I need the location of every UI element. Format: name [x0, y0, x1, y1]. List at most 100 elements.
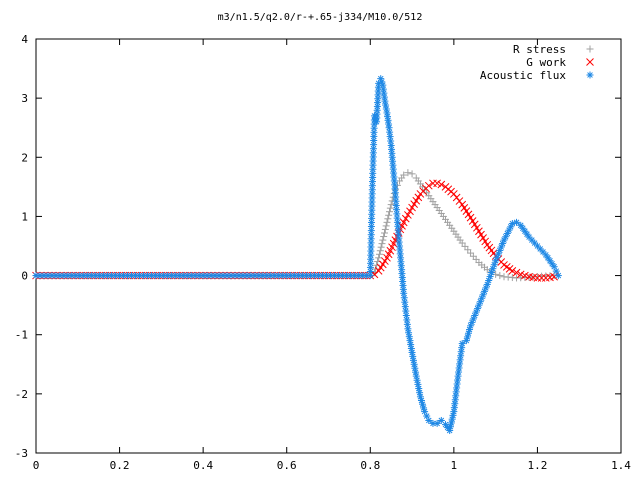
data-point — [377, 243, 385, 251]
data-point — [387, 137, 395, 145]
series-g-work — [32, 179, 558, 282]
data-point — [135, 272, 143, 280]
y-tick-label: 4 — [21, 33, 28, 46]
data-point — [400, 294, 408, 302]
data-point — [416, 389, 424, 397]
data-point — [404, 211, 412, 219]
data-point — [319, 272, 327, 280]
data-point — [402, 311, 410, 319]
y-tick-label: -3 — [15, 447, 28, 460]
data-point — [401, 303, 409, 311]
data-point — [369, 169, 377, 177]
series-acoustic-flux — [32, 75, 562, 435]
data-point — [279, 272, 287, 280]
data-point — [223, 272, 231, 280]
data-point — [410, 200, 419, 209]
data-point — [183, 272, 191, 280]
data-point — [425, 416, 433, 424]
data-point — [554, 272, 562, 280]
data-point — [219, 272, 227, 280]
data-point — [450, 190, 458, 198]
data-point — [455, 197, 464, 205]
data-point — [386, 204, 394, 212]
data-point — [400, 289, 408, 297]
data-point — [370, 132, 378, 140]
data-point — [72, 272, 80, 280]
data-point — [508, 266, 517, 275]
data-point — [463, 333, 471, 341]
y-tick-label: -1 — [15, 329, 28, 342]
data-point — [378, 240, 386, 248]
data-point — [386, 208, 394, 216]
legend-label: G work — [526, 56, 566, 69]
data-point — [401, 298, 409, 306]
data-point — [512, 268, 521, 277]
data-point — [380, 229, 388, 237]
data-point — [412, 196, 421, 205]
legend-label: R stress — [513, 43, 566, 56]
y-tick-label: 3 — [21, 92, 28, 105]
data-point — [367, 223, 375, 231]
data-point — [380, 89, 388, 97]
data-point — [468, 217, 477, 225]
data-point — [479, 234, 487, 242]
data-point — [399, 218, 408, 227]
data-point — [466, 213, 475, 222]
data-point — [402, 307, 410, 315]
data-point — [409, 356, 417, 364]
data-point — [391, 185, 399, 193]
data-point — [385, 211, 393, 219]
data-point — [409, 352, 417, 360]
data-point — [338, 272, 346, 280]
data-point — [481, 237, 490, 246]
data-point — [403, 316, 411, 324]
y-tick-label: -2 — [15, 388, 28, 401]
y-tick-label: 2 — [21, 151, 28, 164]
x-tick-label: 0 — [33, 459, 40, 472]
data-point — [76, 272, 84, 280]
data-point — [247, 272, 255, 280]
data-point — [368, 178, 376, 186]
legend-marker — [586, 58, 594, 66]
data-point — [413, 376, 421, 384]
data-point — [52, 272, 60, 280]
data-point — [412, 372, 420, 380]
data-point — [483, 266, 491, 274]
data-point — [386, 128, 394, 136]
data-point — [457, 348, 465, 356]
data-point — [408, 170, 416, 178]
data-point — [383, 218, 391, 226]
data-point — [496, 272, 504, 280]
data-point — [334, 272, 342, 280]
data-point — [477, 230, 485, 239]
x-tick-label: 0.6 — [277, 459, 297, 472]
data-point — [104, 272, 112, 280]
data-point — [56, 272, 64, 280]
data-point — [251, 272, 259, 280]
data-point — [171, 272, 179, 280]
data-point — [372, 265, 380, 273]
data-point — [375, 250, 383, 258]
x-tick-label: 1.2 — [527, 459, 547, 472]
plot-area-frame — [35, 38, 622, 454]
data-point — [407, 341, 415, 349]
x-tick-label: 0.8 — [360, 459, 380, 472]
data-point — [458, 340, 466, 348]
data-point — [415, 385, 423, 393]
data-point — [414, 193, 423, 202]
data-point — [323, 272, 331, 280]
data-point — [147, 272, 155, 280]
data-point — [368, 202, 376, 210]
data-point — [508, 220, 516, 228]
data-point — [386, 133, 394, 141]
data-point — [385, 124, 393, 132]
data-point — [380, 233, 388, 241]
data-point — [433, 419, 441, 427]
data-point — [379, 236, 387, 244]
data-point — [368, 206, 376, 214]
x-tick-label: 0.2 — [110, 459, 130, 472]
data-point — [143, 272, 151, 280]
data-point — [452, 193, 461, 202]
data-point — [96, 272, 104, 280]
